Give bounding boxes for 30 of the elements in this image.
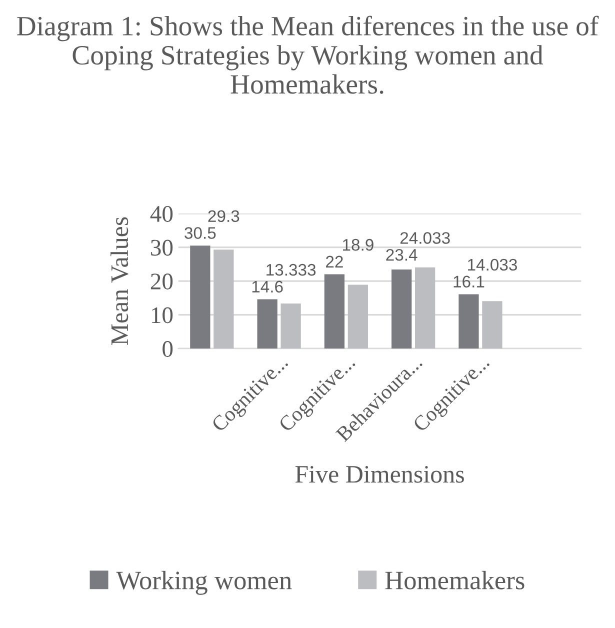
- bar: [482, 301, 502, 349]
- data-label: 22: [326, 256, 343, 268]
- bar: [324, 274, 345, 349]
- data-label: 13.333: [266, 264, 316, 276]
- data-label: 30.5: [184, 227, 216, 239]
- y-axis-title: Mean Values: [110, 217, 128, 346]
- y-tick-label: 30: [151, 240, 173, 256]
- bar: [348, 284, 368, 349]
- data-label: 16.1: [454, 276, 484, 288]
- bar: [257, 299, 278, 349]
- chart-title: Diagram 1: Shows the Mean diferences in the use of Coping Strategies by Working women and Homemakers.: [17, 16, 599, 94]
- bar: [214, 250, 234, 349]
- y-tick-label: 20: [150, 274, 173, 290]
- y-tick-label: 40: [150, 206, 173, 222]
- bar: [280, 304, 301, 349]
- bar: [458, 294, 479, 349]
- data-label: 14.6: [252, 280, 283, 293]
- data-label: 14.033: [468, 258, 517, 271]
- bar: [190, 246, 210, 349]
- legend-label: Working women: [116, 570, 292, 595]
- bar: [392, 270, 412, 349]
- data-label: 29.3: [208, 210, 240, 222]
- data-label: 23.4: [386, 248, 418, 261]
- data-label: 18.9: [342, 238, 374, 251]
- data-label: 24.033: [400, 232, 450, 244]
- bar: [415, 267, 436, 349]
- y-tick-label: 10: [152, 307, 173, 324]
- legend-label: Homemakers: [385, 570, 524, 590]
- x-axis-title: Five Dimensions: [295, 466, 464, 483]
- y-tick-label: 0: [162, 341, 173, 357]
